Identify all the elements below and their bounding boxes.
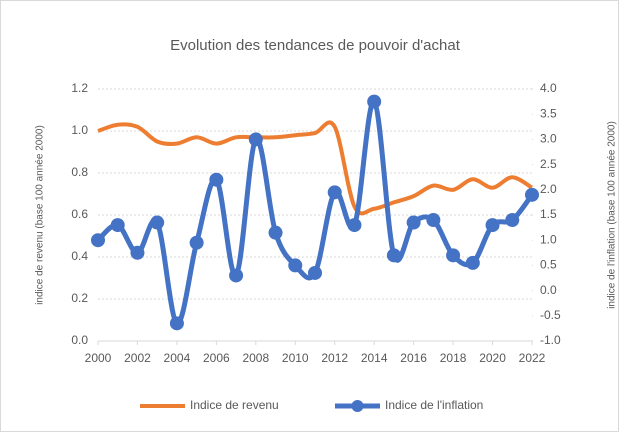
x-tick-label: 2016 [400,351,427,365]
point [485,218,500,233]
y2-tick-label: 2.5 [540,157,557,171]
point [426,213,441,228]
legend-label: Indice de revenu [190,398,279,412]
y2-tick-label: 1.5 [540,207,557,221]
y-tick-label: 0.4 [71,249,88,263]
y2-tick-label: 3.0 [540,132,557,146]
y2-tick-label: 2.0 [540,182,557,196]
y-tick-label: 0.8 [71,165,88,179]
x-tick-label: 2022 [519,351,546,365]
point [209,172,224,187]
y2-tick-label: 1.0 [540,232,557,246]
x-tick-label: 2002 [124,351,151,365]
point [327,185,342,200]
point [91,233,105,248]
point [465,255,480,270]
point [288,258,303,273]
x-tick-label: 2000 [85,351,112,365]
point [130,245,145,260]
point [308,265,322,280]
x-tick-label: 2014 [361,351,388,365]
point [386,248,401,263]
y2-tick-label: 0.5 [540,258,557,272]
y2-tick-label: -0.5 [540,308,561,322]
point [406,215,421,230]
x-tick-label: 2018 [440,351,467,365]
point [169,316,184,331]
legend-marker [351,400,364,412]
point [248,132,263,147]
point [150,215,165,230]
y-axis-title: indice de revenu (base 100 année 2000) [35,125,46,305]
point [446,248,461,263]
point [367,94,382,109]
y2-tick-label: 0.0 [540,283,557,297]
point [347,218,362,233]
series-line [97,120,534,216]
x-tick-label: 2006 [203,351,230,365]
x-tick-label: 2004 [164,351,191,365]
y-tick-label: 1.2 [71,81,88,95]
x-tick-label: 2020 [479,351,506,365]
x-tick-label: 2010 [282,351,309,365]
y-tick-label: 0.2 [71,291,88,305]
point [110,218,125,233]
legend-label: Indice de l'inflation [385,398,483,412]
y-tick-label: 1.0 [71,123,88,137]
point [505,213,520,228]
y2-tick-label: 3.5 [540,106,557,120]
x-tick-label: 2012 [321,351,348,365]
point [525,187,539,202]
point [229,268,244,283]
chart-title: Evolution des tendances de pouvoir d'ach… [170,37,461,54]
y2-axis-title: indice de l'inflation (base 100 année 20… [607,121,618,309]
y-tick-label: 0.6 [71,207,88,221]
point [268,225,283,240]
y2-tick-label: 4.0 [540,81,557,95]
point [189,235,204,250]
x-tick-label: 2008 [242,351,269,365]
y-tick-label: 0.0 [71,333,88,347]
y2-tick-label: -1.0 [540,333,561,347]
